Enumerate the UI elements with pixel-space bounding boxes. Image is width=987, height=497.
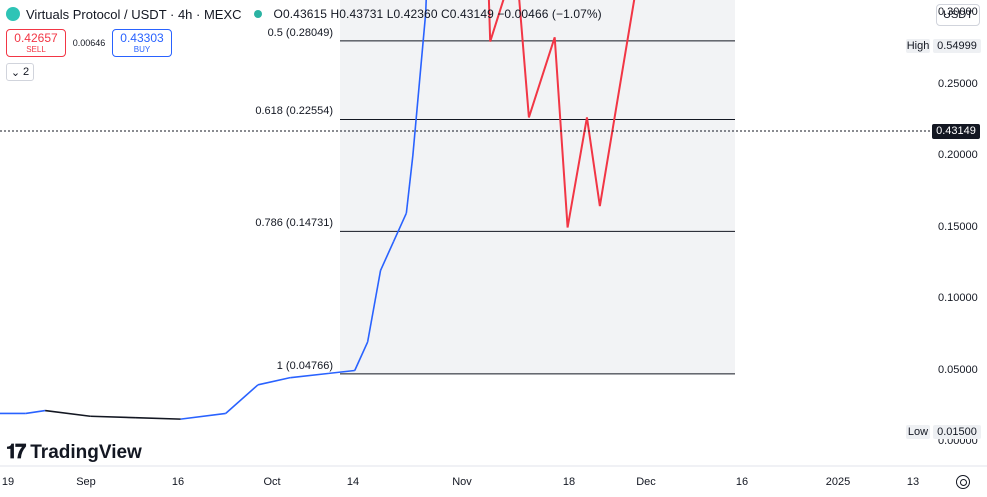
time-axis-tick: 19 xyxy=(1,476,15,488)
low-value: 0.01500 xyxy=(933,425,981,439)
projection-path[interactable] xyxy=(484,0,681,228)
price-segment xyxy=(90,415,136,419)
price-segment xyxy=(328,369,355,375)
price-axis-tick: 0.05000 xyxy=(938,363,978,376)
price-segment xyxy=(392,212,408,243)
virtuals-logo-icon xyxy=(6,7,20,21)
sell-price: 0.42657 xyxy=(14,31,58,45)
fib-zone xyxy=(340,231,735,374)
high-value: 0.54999 xyxy=(933,39,981,53)
price-segment xyxy=(366,270,382,343)
high-label: High xyxy=(906,39,930,53)
brand-name: TradingView xyxy=(30,441,142,463)
time-axis-tick: 14 xyxy=(346,476,360,488)
time-axis-tick: 16 xyxy=(735,476,749,488)
fib-zone xyxy=(340,40,735,120)
time-axis-tick: 2025 xyxy=(825,476,851,488)
settings-gear-icon[interactable] xyxy=(956,475,970,489)
price-segment xyxy=(25,409,46,415)
chevron-down-icon: ⌄ xyxy=(10,66,21,79)
price-segment xyxy=(257,376,291,386)
tradingview-branding[interactable]: 𝟏𝟕 TradingView xyxy=(6,441,142,464)
price-segment xyxy=(225,384,259,414)
time-axis-tick: Dec xyxy=(636,476,656,488)
fib-level-label: 1 (0.04766) xyxy=(276,359,333,372)
price-segment xyxy=(354,341,369,371)
buy-button[interactable]: 0.43303 BUY xyxy=(112,29,172,57)
tradingview-logo-icon: 𝟏𝟕 xyxy=(6,441,26,463)
price-axis-tick: 0.15000 xyxy=(938,220,978,233)
sell-label: SELL xyxy=(26,45,46,54)
currency-select[interactable]: USDT xyxy=(936,4,980,26)
collapse-count: 2 xyxy=(23,66,30,78)
price-segment xyxy=(135,416,181,420)
symbol-title[interactable]: Virtuals Protocol / USDT · 4h · MEXC xyxy=(26,6,242,22)
fib-level-label: 0.786 (0.14731) xyxy=(255,217,333,230)
spread-value: 0.00646 xyxy=(72,38,106,48)
fib-level-label: 0.5 (0.28049) xyxy=(267,26,333,39)
time-axis-tick: Sep xyxy=(76,476,96,488)
market-status-icon xyxy=(253,10,262,18)
buy-label: BUY xyxy=(133,45,151,54)
time-axis-tick: 13 xyxy=(906,476,920,488)
indicators-collapse-button[interactable]: ⌄ 2 xyxy=(6,63,34,81)
time-axis-tick: 18 xyxy=(562,476,576,488)
fib-zone xyxy=(340,0,735,41)
price-axis-tick: 0.30000 xyxy=(938,6,978,18)
price-axis-tick: 0.10000 xyxy=(938,292,978,304)
price-axis-tick: 0.20000 xyxy=(938,149,978,161)
fib-level-label: 0.618 (0.22554) xyxy=(255,105,333,118)
buy-price: 0.43303 xyxy=(120,31,164,45)
time-axis-tick: Oct xyxy=(263,476,281,488)
time-axis-tick: Nov xyxy=(452,476,472,488)
projection-polyline[interactable] xyxy=(484,0,678,228)
price-axis-tick: 0.25000 xyxy=(938,77,978,90)
symbol-legend: Virtuals Protocol / USDT · 4h · MEXC O0.… xyxy=(6,4,602,24)
trade-panel: 0.42657 SELL 0.00646 0.43303 BUY xyxy=(6,29,172,57)
fibonacci-retracement[interactable] xyxy=(340,0,735,375)
low-label: Low xyxy=(906,425,930,439)
fib-zone xyxy=(340,119,735,232)
price-series xyxy=(0,0,427,420)
price-segment xyxy=(379,241,395,271)
sell-button[interactable]: 0.42657 SELL xyxy=(6,29,66,57)
current-price-tag: 0.43149 xyxy=(932,124,980,139)
price-segment xyxy=(180,412,226,420)
price-segment xyxy=(290,372,330,379)
ohlc-values: O0.43615 H0.43731 L0.42360 C0.43149 −0.0… xyxy=(273,7,602,21)
price-segment xyxy=(412,12,427,157)
price-segment xyxy=(405,155,414,214)
price-segment xyxy=(45,409,91,418)
time-axis-tick: 16 xyxy=(171,476,185,488)
